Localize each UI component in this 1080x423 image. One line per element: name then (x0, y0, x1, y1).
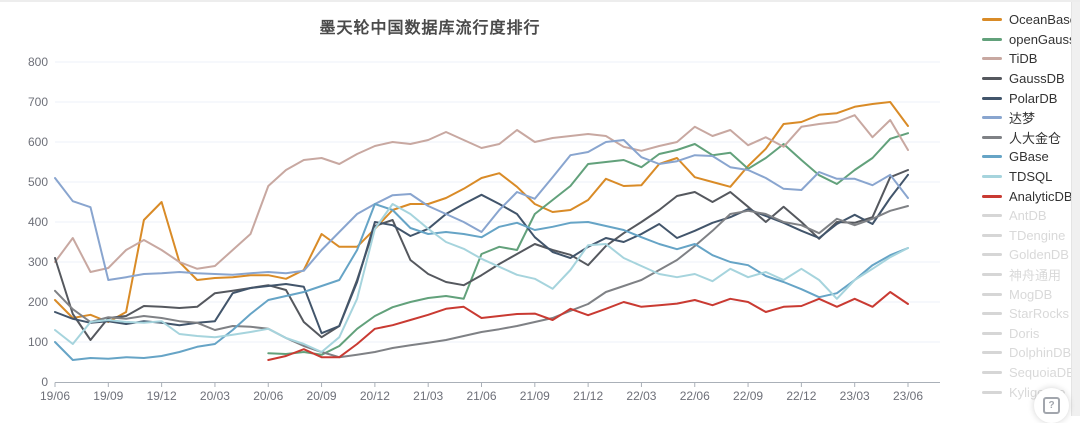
legend-swatch (982, 18, 1002, 22)
legend-item-TDengine[interactable]: TDengine (982, 226, 1078, 246)
legend-item-人大金仓[interactable]: 人大金仓 (982, 128, 1078, 148)
legend-label: MogDB (1009, 286, 1053, 302)
legend: OceanBase openGauss TiDB GaussDB PolarDB 达梦人大… (982, 10, 1078, 402)
y-tick-label: 500 (27, 175, 48, 189)
legend-item-Doris[interactable]: Doris (982, 324, 1078, 344)
series-line-openGauss (267, 132, 909, 356)
legend-item-OceanBase[interactable]: OceanBase (982, 10, 1078, 30)
legend-item-TDSQL[interactable]: TDSQL (982, 167, 1078, 187)
legend-label: SequoiaDB (1009, 364, 1075, 380)
line-chart (54, 61, 940, 387)
legend-swatch (982, 214, 1002, 218)
help-button[interactable]: ? (1034, 388, 1069, 423)
legend-swatch (982, 194, 1002, 198)
legend-label: PolarDB (1009, 90, 1058, 106)
y-tick-label: 200 (27, 295, 48, 309)
y-tick-label: 100 (27, 335, 48, 349)
legend-label: 人大金仓 (1009, 130, 1062, 146)
x-tick-label: 22/06 (679, 389, 710, 403)
series-line-人大金仓 (54, 205, 909, 359)
y-tick-label: 300 (27, 255, 48, 269)
series-line-OceanBase (54, 101, 909, 323)
legend-label: TDengine (1009, 227, 1066, 243)
legend-swatch (982, 312, 1002, 316)
x-tick-label: 19/09 (93, 389, 124, 403)
y-tick-label: 400 (27, 215, 48, 229)
series-line-达梦 (54, 139, 909, 281)
x-tick-label: 21/12 (573, 389, 604, 403)
y-tick-label: 700 (27, 95, 48, 109)
legend-swatch (982, 77, 1002, 81)
x-tick-label: 21/03 (413, 389, 444, 403)
legend-label: AnalyticDB (1009, 188, 1073, 204)
legend-item-GoldenDB[interactable]: GoldenDB (982, 245, 1078, 265)
y-tick-label: 600 (27, 135, 48, 149)
legend-label: OceanBase (1009, 12, 1077, 28)
legend-swatch (982, 233, 1002, 237)
legend-label: TiDB (1009, 51, 1038, 67)
legend-swatch (982, 175, 1002, 179)
legend-swatch (982, 37, 1002, 41)
legend-label: DolphinDB (1009, 345, 1072, 361)
x-tick-label: 19/06 (39, 389, 71, 403)
x-tick-label: 23/06 (892, 389, 924, 403)
legend-swatch (982, 331, 1002, 335)
y-tick-label: 800 (27, 55, 48, 69)
legend-swatch (982, 96, 1002, 100)
legend-label: Doris (1009, 325, 1040, 341)
legend-swatch (982, 292, 1002, 296)
legend-item-openGauss[interactable]: openGauss (982, 30, 1078, 50)
legend-label: 达梦 (1009, 111, 1036, 127)
legend-item-StarRocks[interactable]: StarRocks (982, 304, 1078, 324)
legend-label: GaussDB (1009, 71, 1065, 87)
legend-swatch (982, 155, 1002, 159)
legend-item-神舟通用[interactable]: 神舟通用 (982, 265, 1078, 285)
legend-swatch (982, 116, 1002, 120)
legend-label: openGauss (1009, 31, 1076, 47)
legend-swatch (982, 390, 1002, 394)
x-tick-label: 21/06 (466, 389, 497, 403)
legend-swatch (982, 351, 1002, 355)
chart-title: 墨天轮中国数据库流行度排行 (319, 20, 541, 37)
series-line-TiDB (54, 114, 909, 273)
legend-swatch (982, 253, 1002, 257)
x-tick-label: 22/12 (786, 389, 817, 403)
legend-label: 神舟通用 (1009, 268, 1062, 284)
legend-label: GoldenDB (1009, 247, 1069, 263)
series-line-GBase (54, 203, 909, 361)
legend-item-PolarDB[interactable]: PolarDB (982, 88, 1078, 108)
legend-swatch (982, 135, 1002, 139)
legend-label: StarRocks (1009, 306, 1069, 322)
series-line-GaussDB (54, 169, 909, 341)
legend-label: TDSQL (1009, 169, 1053, 185)
x-tick-label: 20/06 (253, 389, 284, 403)
legend-item-AnalyticDB[interactable]: AnalyticDB (982, 186, 1078, 206)
legend-item-TiDB[interactable]: TiDB (982, 49, 1078, 69)
legend-item-MogDB[interactable]: MogDB (982, 284, 1078, 304)
legend-item-AntDB[interactable]: AntDB (982, 206, 1078, 226)
x-tick-label: 20/12 (359, 389, 390, 403)
legend-item-SequoiaDB[interactable]: SequoiaDB (982, 363, 1078, 383)
scrollbar-track[interactable] (1071, 2, 1080, 416)
legend-item-GBase[interactable]: GBase (982, 147, 1078, 167)
legend-swatch (982, 273, 1002, 277)
question-icon: ? (1043, 397, 1060, 414)
legend-item-GaussDB[interactable]: GaussDB (982, 69, 1078, 89)
x-tick-label: 22/03 (626, 389, 657, 403)
legend-swatch (982, 370, 1002, 374)
x-tick-label: 21/09 (519, 389, 550, 403)
x-tick-label: 20/03 (199, 389, 230, 403)
legend-item-DolphinDB[interactable]: DolphinDB (982, 343, 1078, 363)
legend-label: AntDB (1009, 208, 1047, 224)
y-tick-label: 0 (41, 375, 48, 389)
series-line-AnalyticDB (267, 291, 909, 361)
series-line-TDSQL (54, 203, 909, 353)
legend-item-达梦[interactable]: 达梦 (982, 108, 1078, 128)
legend-swatch (982, 57, 1002, 61)
x-tick-label: 23/03 (839, 389, 870, 403)
x-tick-label: 20/09 (306, 389, 337, 403)
legend-label: GBase (1009, 149, 1049, 165)
x-tick-label: 19/12 (146, 389, 177, 403)
x-tick-label: 22/09 (733, 389, 764, 403)
